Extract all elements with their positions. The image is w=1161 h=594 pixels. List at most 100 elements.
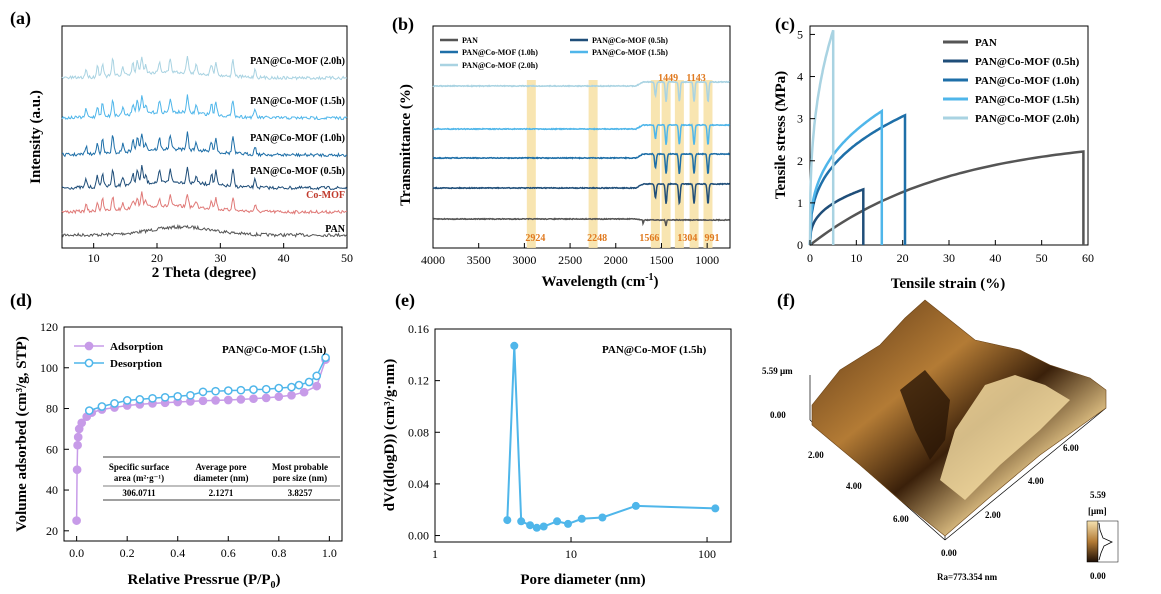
panel-e-y-ticks: 0.00 0.04 0.08 0.12 0.16	[408, 322, 440, 543]
ftir-band-5	[689, 80, 699, 248]
afm-valley	[900, 370, 950, 460]
panel-c: PAN PAN@Co-MOF (0.5h) PAN@Co-MOF (1.0h) PAN…	[773, 25, 1094, 292]
afm-roughness: Ra=773.354 nm	[937, 572, 998, 582]
tensile-legend-label-3: PAN@Co-MOF (1.5h)	[975, 94, 1080, 106]
panel-b-label: (b)	[392, 14, 414, 35]
panel-d-xlabel: Relative Pressrue (P/P0)	[127, 572, 280, 591]
ftir-band-label-bottom-4: 991	[704, 233, 719, 244]
bet-point-1-6	[261, 384, 271, 394]
pore-xtick-label-0: 1	[432, 547, 438, 561]
pore-point-5	[539, 522, 548, 531]
panel-a-frame	[61, 25, 348, 249]
panel-f-label: (f)	[777, 290, 795, 311]
ftir-xtick-label-3: 2500	[558, 253, 582, 267]
bet-ytick-label-3: 80	[46, 402, 58, 416]
panel-a-xlabel: 2 Theta (degree)	[152, 265, 256, 281]
bet-legend-marker-1	[84, 358, 94, 368]
tensile-trace-0	[809, 150, 1085, 246]
panel-b-bands	[526, 80, 713, 248]
xrd-series-label-1: Co-MOF	[306, 190, 345, 201]
bet-point-1-7	[249, 385, 258, 394]
pore-ytick-label-4: 0.16	[408, 322, 429, 336]
bet-xtick-label-1: 0.2	[120, 546, 135, 560]
bet-point-1-5	[274, 383, 284, 393]
panel-e-title: PAN@Co-MOF (1.5h)	[602, 344, 707, 356]
panel-c-ylabel: Tensile stress (MPa)	[773, 71, 789, 199]
pore-ytick-label-0: 0.00	[408, 529, 429, 543]
afm-scale-unit: [µm]	[1088, 506, 1107, 516]
bet-xtick-label-2: 0.4	[170, 546, 185, 560]
ftir-xtick-label-6: 1000	[695, 253, 719, 267]
ftir-xtick-label-2: 3000	[512, 253, 536, 267]
pore-point-9	[598, 513, 607, 522]
panel-e-frame	[434, 328, 732, 543]
bet-point-0-20	[249, 394, 258, 404]
tensile-legend-label-4: PAN@Co-MOF (2.0h)	[975, 113, 1080, 125]
pore-point-1	[510, 341, 519, 350]
ftir-xtick-label-0: 4000	[421, 253, 445, 267]
panel-a: PAN Co-MOF PAN@Co-MOF (0.5h) PAN@Co-MOF (1.…	[28, 25, 353, 281]
ftir-xtick-label-1: 3500	[467, 253, 491, 267]
afm-right-tick-1: 6.00	[1063, 443, 1079, 453]
bet-xtick-label-3: 0.6	[221, 546, 236, 560]
tensile-trace-2	[808, 113, 907, 246]
tensile-xtick-label-6: 60	[1082, 251, 1094, 265]
xrd-trace-3	[62, 131, 347, 158]
pore-ytick-label-2: 0.08	[408, 425, 429, 439]
pore-point-2	[517, 517, 526, 526]
ftir-band-label-top-0: 1449	[658, 73, 678, 84]
panel-c-legend: PAN PAN@Co-MOF (0.5h) PAN@Co-MOF (1.0h) PAN…	[943, 37, 1080, 125]
panel-b-ylabel: Transmittance (%)	[398, 84, 414, 206]
tensile-xtick-label-3: 30	[943, 251, 955, 265]
tensile-ytick-label-2: 2	[797, 154, 803, 168]
pore-point-8	[577, 514, 586, 523]
ftir-legend-label-2: PAN@Co-MOF (1.0h)	[462, 48, 538, 57]
panel-e-label: (e)	[395, 290, 415, 311]
tensile-xtick-label-0: 0	[807, 251, 813, 265]
ftir-legend-label-0: PAN	[462, 36, 478, 45]
afm-z-bottom: 0.00	[770, 410, 786, 420]
bet-point-1-16	[135, 395, 145, 404]
ftir-trace-2	[432, 152, 731, 174]
bet-ytick-label-0: 20	[46, 524, 58, 538]
bet-point-0-17	[211, 396, 220, 405]
bet-table-header-0-line2: area (m²·g⁻¹)	[114, 473, 164, 483]
panel-e-traces	[503, 341, 720, 532]
bet-point-0-16	[198, 396, 208, 406]
panel-c-xlabel: Tensile strain (%)	[891, 276, 1005, 292]
afm-left-tick-3: 2.00	[808, 450, 824, 460]
afm-left-tick-1: 6.00	[893, 514, 909, 524]
ftir-xtick-label-4: 2000	[604, 253, 628, 267]
bet-table-header-1-line1: Average pore	[196, 462, 247, 472]
bet-table-header-2-line2: pore size (nm)	[273, 473, 327, 483]
bet-point-1-9	[223, 386, 233, 395]
panel-d: Adsorption Desorption PAN@Co-MOF (1.5h) S…	[14, 320, 343, 591]
afm-z-top: 5.59 µm	[762, 366, 793, 376]
bet-ytick-label-5: 120	[40, 320, 58, 334]
panel-a-x-ticks: 10 20 30 40 50	[88, 243, 353, 265]
pore-point-11	[711, 504, 720, 513]
pore-xtick-label-1: 10	[565, 547, 577, 561]
bet-point-1-20	[84, 406, 94, 415]
panel-d-frame	[63, 326, 343, 542]
panel-c-label: (c)	[775, 14, 795, 35]
panel-e: PAN@Co-MOF (1.5h) 1 10 100 0.00 0.04 0.08 0.1…	[382, 322, 732, 588]
afm-histogram-box	[1097, 520, 1119, 563]
panel-d-title: PAN@Co-MOF (1.5h)	[222, 344, 327, 356]
afm-surface	[811, 299, 1107, 537]
bet-point-1-13	[173, 391, 183, 401]
bet-ytick-label-1: 40	[46, 483, 58, 497]
ftir-trace-0	[432, 217, 730, 227]
bet-point-0-3	[73, 432, 83, 442]
bet-point-1-11	[198, 387, 208, 397]
panel-d-legend: Adsorption Desorption	[74, 341, 163, 370]
pore-point-7	[564, 519, 572, 528]
panel-d-x-ticks: 0.0 0.2 0.4 0.6 0.8 1.0	[69, 536, 337, 560]
bet-point-0-24	[299, 387, 309, 397]
panel-e-xlabel: Pore diameter (nm)	[520, 572, 645, 588]
bet-table-value-1: 2.1271	[209, 488, 234, 498]
pore-point-3	[526, 521, 535, 530]
bet-point-1-14	[160, 392, 170, 402]
afm-right-tick-3: 2.00	[985, 510, 1001, 520]
bet-legend-label-1: Desorption	[110, 358, 162, 370]
